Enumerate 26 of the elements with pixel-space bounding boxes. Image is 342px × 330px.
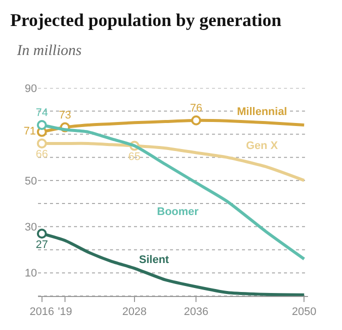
- series-label: Gen X: [246, 140, 278, 152]
- y-tick-label: 90: [24, 82, 37, 95]
- x-tick-label: 2016: [30, 306, 54, 318]
- chart-subtitle: In millions: [16, 43, 82, 59]
- data-label: 76: [190, 102, 202, 115]
- point: [36, 228, 47, 239]
- data-label: 71: [24, 126, 36, 138]
- series-label: Silent: [139, 254, 170, 266]
- data-label: 73: [58, 110, 72, 122]
- x-tick-label: 2036: [184, 306, 208, 318]
- data-label: 65: [128, 151, 141, 164]
- x-tick-label: 2028: [122, 306, 147, 318]
- series-label: Millennial: [237, 106, 288, 118]
- data-label: 74: [36, 107, 48, 120]
- data-label: 66: [36, 148, 48, 161]
- data-label: 27: [36, 238, 48, 251]
- point: [36, 120, 47, 130]
- chart-title: Projected population by generation: [10, 10, 282, 30]
- point: [191, 115, 202, 126]
- series-label: Boomer: [157, 206, 200, 218]
- y-tick-label: 30: [24, 222, 37, 234]
- x-tick-label: '19: [58, 306, 72, 318]
- point: [36, 138, 47, 148]
- x-tick-label: 2050: [292, 306, 316, 318]
- y-tick-label: 50: [24, 175, 37, 188]
- y-tick-label: 10: [24, 268, 37, 280]
